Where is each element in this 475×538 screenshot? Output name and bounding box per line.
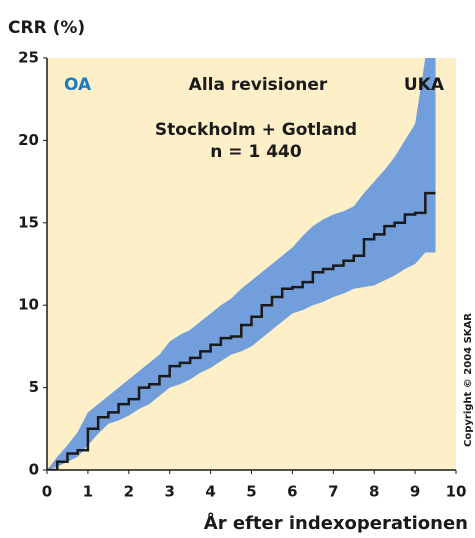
x-tick-label: 2 — [124, 483, 134, 501]
x-tick-label: 7 — [328, 483, 338, 501]
x-tick-label: 5 — [246, 483, 256, 501]
annotation: UKA — [404, 75, 445, 95]
annotation: Alla revisioner — [189, 75, 328, 95]
y-axis-label: CRR (%) — [8, 18, 85, 38]
x-tick-label: 4 — [205, 483, 215, 501]
x-tick-label: 8 — [369, 483, 379, 501]
x-tick-label: 1 — [83, 483, 93, 501]
x-tick-label: 3 — [164, 483, 174, 501]
annotation: Stockholm + Gotland — [155, 120, 357, 140]
x-tick-label: 0 — [42, 483, 52, 501]
y-tick-label: 10 — [18, 296, 39, 314]
y-tick-label: 25 — [18, 49, 39, 67]
median-line — [47, 191, 436, 470]
copyright: Copyright © 2004 SKAR — [463, 313, 474, 447]
x-axis-label: År efter indexoperationen — [204, 511, 468, 534]
x-tick-label: 10 — [446, 483, 467, 501]
y-tick-label: 15 — [18, 213, 39, 231]
annotation: n = 1 440 — [210, 142, 302, 162]
y-tick-label: 0 — [29, 461, 39, 479]
x-tick-label: 6 — [287, 483, 297, 501]
confidence-band — [47, 58, 436, 470]
y-tick-label: 20 — [18, 131, 39, 149]
y-tick-label: 5 — [29, 378, 39, 396]
x-tick-label: 9 — [410, 483, 420, 501]
annotation: OA — [64, 75, 92, 95]
